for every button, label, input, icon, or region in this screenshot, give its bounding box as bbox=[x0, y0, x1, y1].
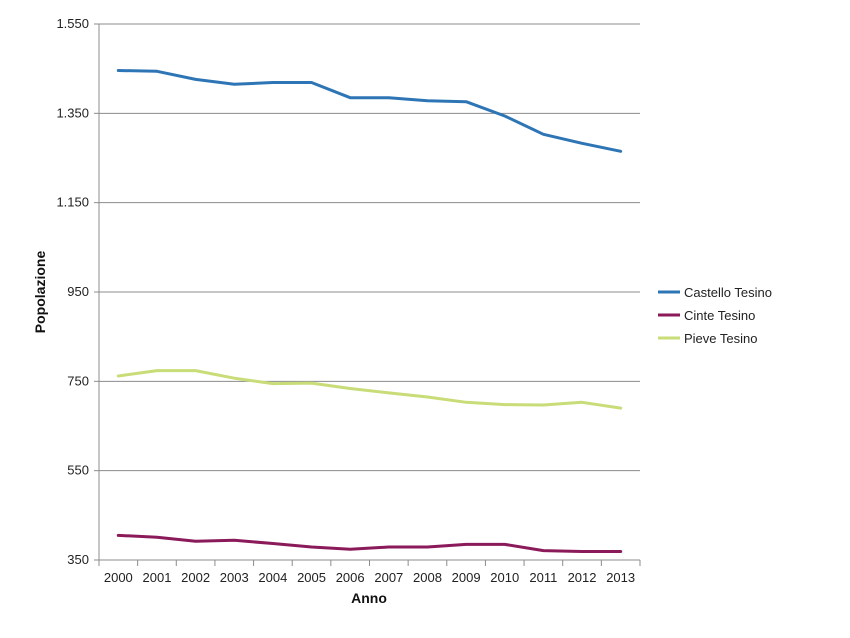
y-tick-label: 1.550 bbox=[56, 16, 89, 31]
y-tick-label: 350 bbox=[67, 552, 89, 567]
legend: Castello Tesino Cinte Tesino Pieve Tesino bbox=[658, 285, 772, 346]
y-tick-label: 1.350 bbox=[56, 105, 89, 120]
x-axis-tick-labels: 2000 2001 2002 2003 2004 2005 2006 2007 2008 2009… bbox=[104, 570, 635, 585]
x-tick-label: 2012 bbox=[568, 570, 597, 585]
gridlines bbox=[99, 23, 640, 472]
x-tick-label: 2010 bbox=[490, 570, 519, 585]
x-tick-label: 2003 bbox=[220, 570, 249, 585]
y-tick-label: 1.150 bbox=[56, 195, 89, 210]
x-tick-label: 2008 bbox=[413, 570, 442, 585]
y-axis-title: Popolazione bbox=[32, 251, 48, 334]
x-tick-label: 2011 bbox=[529, 570, 557, 585]
x-axis bbox=[94, 23, 641, 566]
x-tick-label: 2009 bbox=[452, 570, 481, 585]
legend-label-pieve-tesino: Pieve Tesino bbox=[684, 331, 757, 346]
series-line-cinte-tesino bbox=[116, 533, 623, 553]
x-tick-label: 2001 bbox=[143, 570, 172, 585]
series-line-pieve-tesino bbox=[116, 369, 623, 410]
y-tick-label: 750 bbox=[67, 373, 89, 388]
y-tick-label: 950 bbox=[67, 284, 89, 299]
x-tick-label: 2004 bbox=[258, 570, 287, 585]
legend-label-cinte-tesino: Cinte Tesino bbox=[684, 308, 755, 323]
x-axis-title: Anno bbox=[351, 590, 387, 606]
legend-label-castello-tesino: Castello Tesino bbox=[684, 285, 772, 300]
x-tick-label: 2007 bbox=[374, 570, 403, 585]
series-lines bbox=[116, 69, 623, 553]
y-axis-tick-labels: 350 550 750 950 1.150 1.350 1.550 bbox=[56, 16, 89, 567]
y-tick-label: 550 bbox=[67, 463, 89, 478]
x-tick-label: 2002 bbox=[181, 570, 210, 585]
series-line-castello-tesino bbox=[116, 69, 623, 153]
x-tick-label: 2005 bbox=[297, 570, 326, 585]
x-tick-label: 2000 bbox=[104, 570, 133, 585]
x-tick-label: 2006 bbox=[336, 570, 365, 585]
x-tick-label: 2013 bbox=[606, 570, 635, 585]
